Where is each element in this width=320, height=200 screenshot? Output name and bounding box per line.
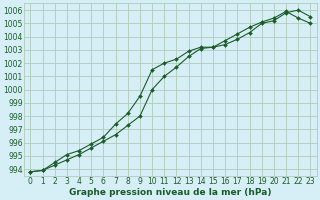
X-axis label: Graphe pression niveau de la mer (hPa): Graphe pression niveau de la mer (hPa) [69,188,272,197]
